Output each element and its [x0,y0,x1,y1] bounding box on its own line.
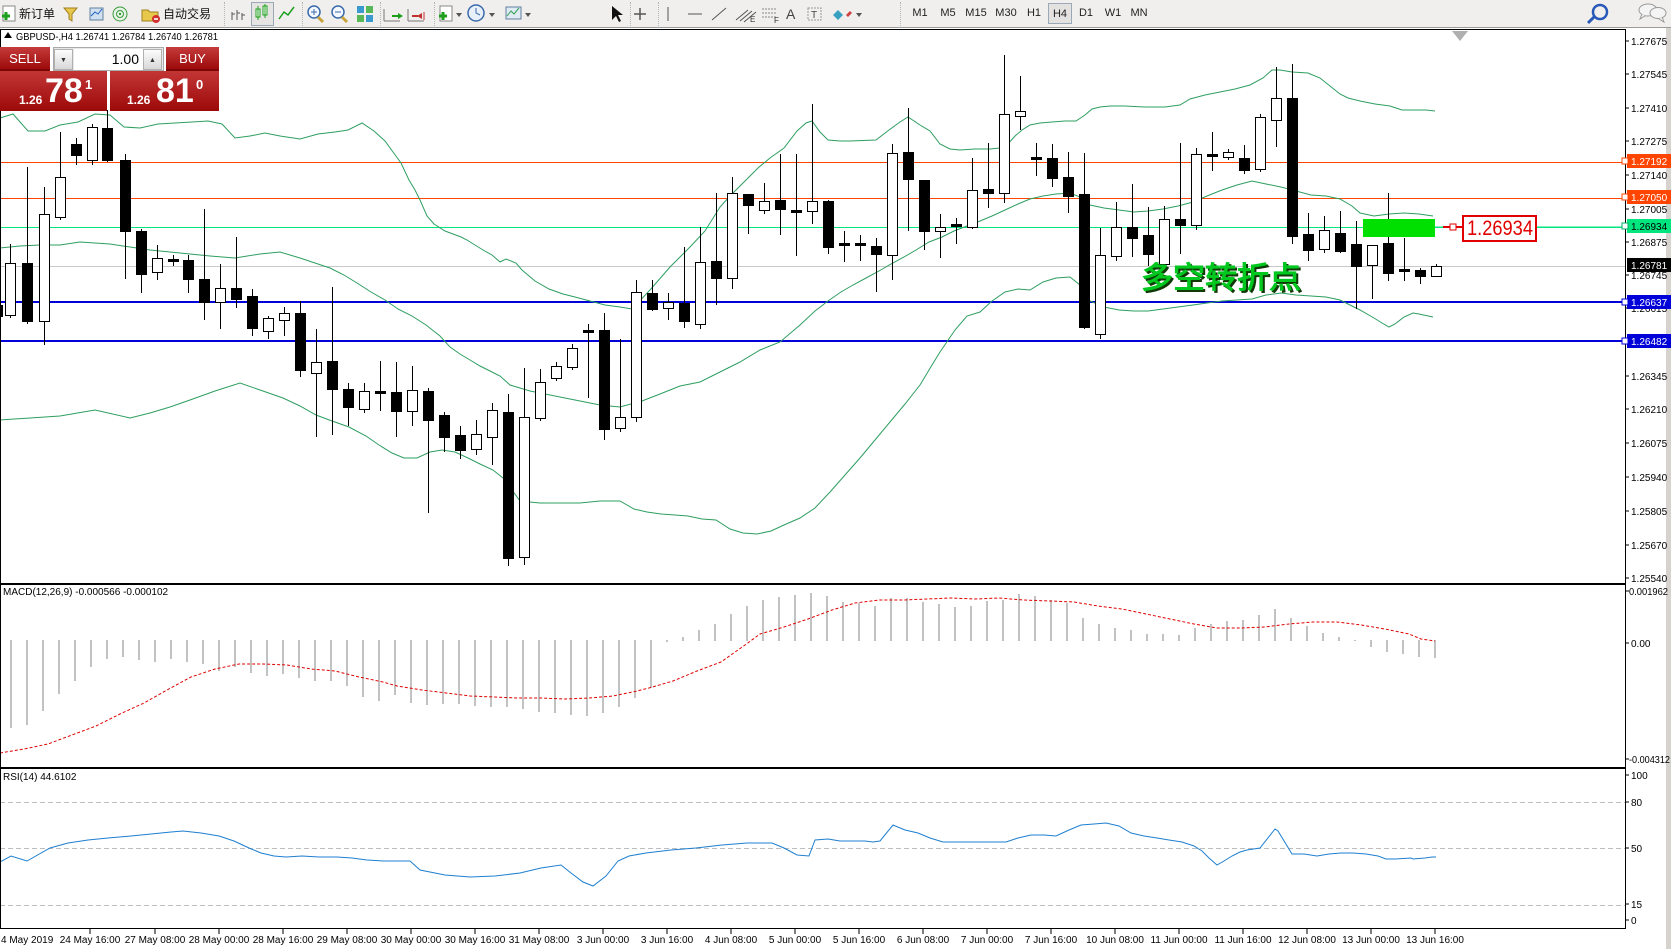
svg-text:6 Jun 08:00: 6 Jun 08:00 [897,935,950,946]
svg-text:1.26781: 1.26781 [1631,261,1668,272]
svg-text:10 Jun 08:00: 10 Jun 08:00 [1086,935,1144,946]
svg-text:11 Jun 16:00: 11 Jun 16:00 [1214,935,1272,946]
svg-text:1.27192: 1.27192 [1631,157,1668,168]
svg-text:12 Jun 08:00: 12 Jun 08:00 [1278,935,1336,946]
svg-text:1.26875: 1.26875 [1631,238,1668,249]
svg-text:1.26075: 1.26075 [1631,439,1668,450]
svg-text:7 Jun 00:00: 7 Jun 00:00 [961,935,1014,946]
svg-text:1.25805: 1.25805 [1631,507,1668,518]
svg-text:1.25670: 1.25670 [1631,541,1668,552]
svg-text:E: E [750,15,755,24]
svg-text:1.26210: 1.26210 [1631,405,1668,416]
svg-text:GBPUSD-,H4 1.26741 1.26784 1.: GBPUSD-,H4 1.26741 1.26784 1.26740 1.267… [16,31,218,43]
svg-text:5 Jun 00:00: 5 Jun 00:00 [769,935,822,946]
svg-text:1.26637: 1.26637 [1631,298,1668,309]
svg-text:0.00: 0.00 [1631,639,1651,650]
svg-text:30 May 00:00: 30 May 00:00 [381,935,442,946]
svg-text:11 Jun 00:00: 11 Jun 00:00 [1150,935,1208,946]
svg-text:T: T [811,10,817,21]
svg-text:4 May 2019: 4 May 2019 [1,935,54,946]
svg-text:5 Jun 16:00: 5 Jun 16:00 [833,935,886,946]
svg-text:A: A [786,6,796,22]
svg-text:多空转折点: 多空转折点 [1141,262,1301,295]
svg-text:28 May 00:00: 28 May 00:00 [189,935,250,946]
svg-text:RSI(14) 44.6102: RSI(14) 44.6102 [3,772,77,783]
svg-text:1.26615: 1.26615 [1631,304,1668,315]
svg-text:50: 50 [1631,844,1643,855]
svg-text:31 May 08:00: 31 May 08:00 [509,935,570,946]
svg-text:0: 0 [1631,916,1637,927]
svg-text:1.27275: 1.27275 [1631,137,1668,148]
svg-text:-0.004312: -0.004312 [1629,755,1670,766]
svg-text:新订单: 新订单 [19,6,55,21]
svg-text:13 Jun 16:00: 13 Jun 16:00 [1406,935,1464,946]
svg-text:24 May 16:00: 24 May 16:00 [60,935,121,946]
svg-text:MACD(12,26,9) -0.000566 -0.000: MACD(12,26,9) -0.000566 -0.000102 [3,587,169,598]
svg-text:1.27050: 1.27050 [1631,193,1668,204]
svg-text:多空转折点: 多空转折点 [1143,264,1303,297]
svg-text:1.26934: 1.26934 [1467,217,1533,240]
svg-text:28 May 16:00: 28 May 16:00 [253,935,314,946]
svg-text:1.27545: 1.27545 [1631,70,1668,81]
svg-text:1.27675: 1.27675 [1631,37,1668,48]
svg-text:1.26934: 1.26934 [1631,222,1668,233]
svg-text:7 Jun 16:00: 7 Jun 16:00 [1025,935,1078,946]
svg-text:4 Jun 08:00: 4 Jun 08:00 [705,935,758,946]
svg-text:15: 15 [1631,900,1643,911]
svg-text:30 May 16:00: 30 May 16:00 [445,935,506,946]
svg-text:1.27140: 1.27140 [1631,171,1668,182]
svg-text:80: 80 [1631,798,1643,809]
svg-text:1.26745: 1.26745 [1631,271,1668,282]
svg-text:1.25540: 1.25540 [1631,574,1668,585]
svg-text:1.25940: 1.25940 [1631,473,1668,484]
svg-text:1.26482: 1.26482 [1631,337,1668,348]
svg-text:1.27005: 1.27005 [1631,205,1668,216]
svg-text:F: F [774,16,779,25]
svg-text:自动交易: 自动交易 [163,6,211,21]
svg-text:27 May 08:00: 27 May 08:00 [125,935,186,946]
svg-text:1.26345: 1.26345 [1631,372,1668,383]
svg-text:3 Jun 00:00: 3 Jun 00:00 [577,935,630,946]
svg-text:3 Jun 16:00: 3 Jun 16:00 [641,935,694,946]
svg-text:29 May 08:00: 29 May 08:00 [317,935,378,946]
svg-text:0.001962: 0.001962 [1629,587,1668,598]
svg-text:100: 100 [1631,771,1648,782]
svg-text:1.27410: 1.27410 [1631,104,1668,115]
svg-text:13 Jun 00:00: 13 Jun 00:00 [1342,935,1400,946]
